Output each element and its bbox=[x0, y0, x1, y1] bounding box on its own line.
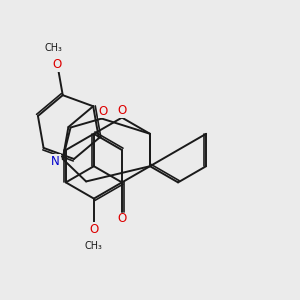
Text: N: N bbox=[51, 154, 60, 168]
Text: O: O bbox=[117, 212, 127, 225]
Text: CH₃: CH₃ bbox=[85, 242, 103, 251]
Text: O: O bbox=[53, 58, 62, 71]
Text: O: O bbox=[99, 105, 108, 118]
Text: CH₃: CH₃ bbox=[44, 43, 62, 53]
Text: O: O bbox=[89, 223, 98, 236]
Text: O: O bbox=[117, 104, 127, 118]
